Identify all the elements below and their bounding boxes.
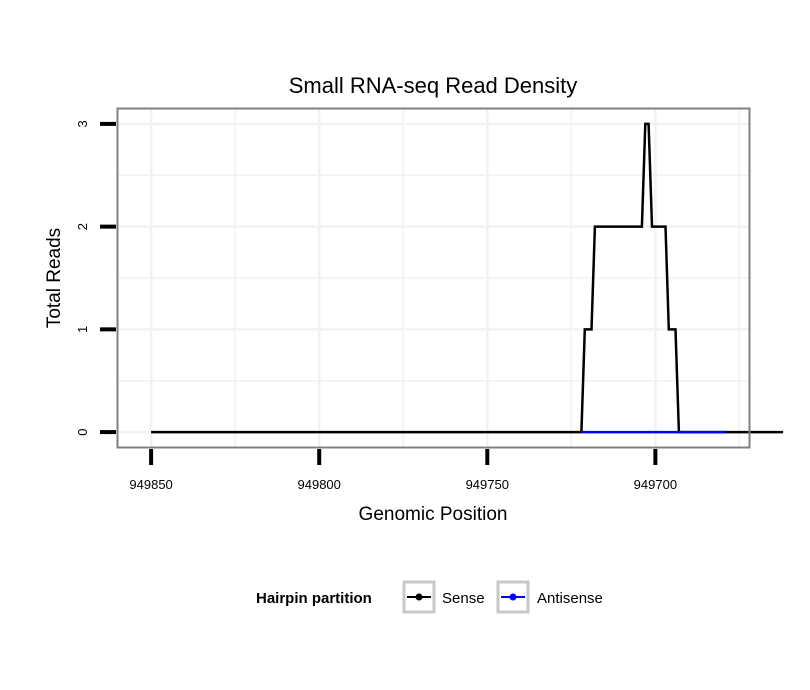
y-tick-label: 1: [75, 326, 90, 333]
y-tick-label: 0: [75, 428, 90, 435]
legend-point-sense: [415, 593, 423, 601]
chart-title: Small RNA-seq Read Density: [289, 73, 578, 98]
x-tick-label: 949850: [129, 477, 172, 492]
x-axis-title: Genomic Position: [359, 504, 508, 525]
x-tick-label: 949800: [298, 477, 341, 492]
x-tick-label: 949700: [634, 477, 677, 492]
series-layer: [151, 122, 784, 434]
x-tick-label: 949750: [466, 477, 509, 492]
grid: [117, 108, 750, 448]
y-tick-label: 3: [75, 120, 90, 127]
legend-label-antisense: Antisense: [537, 590, 603, 607]
legend-label-sense: Sense: [442, 590, 485, 607]
axes: 949850 949800 949750 949700 0 1 2 3: [75, 120, 677, 492]
legend: Hairpin partition Sense Antisense: [256, 580, 603, 614]
y-tick-label: 2: [75, 223, 90, 230]
legend-point-antisense: [509, 593, 517, 601]
legend-title: Hairpin partition: [256, 590, 372, 607]
plot-panel-border: [116, 107, 751, 449]
y-axis-title: Total Reads: [44, 228, 65, 328]
